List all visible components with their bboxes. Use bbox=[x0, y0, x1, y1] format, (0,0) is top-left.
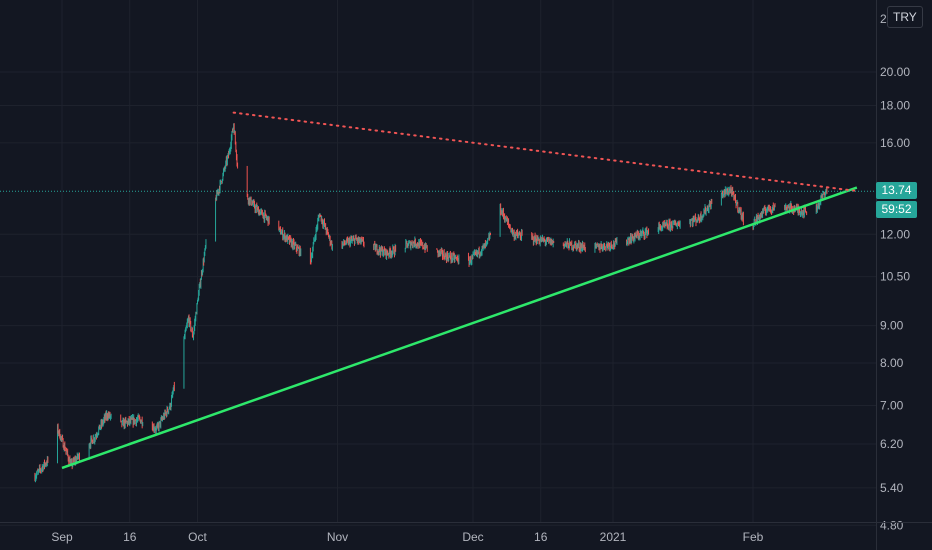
y-tick-label: 8.00 bbox=[880, 356, 904, 370]
y-tick-label: 5.40 bbox=[880, 481, 904, 495]
x-tick-label: Feb bbox=[743, 530, 764, 544]
support-trendline bbox=[61, 186, 858, 470]
x-tick-label: 16 bbox=[123, 530, 137, 544]
y-tick-label-partial: 2 bbox=[880, 12, 887, 26]
y-tick-label: 12.00 bbox=[880, 227, 910, 241]
y-tick-label: 6.20 bbox=[880, 437, 904, 451]
x-tick-label: 16 bbox=[534, 530, 548, 544]
y-tick-label: 10.50 bbox=[880, 270, 910, 284]
x-tick-label: Sep bbox=[51, 530, 73, 544]
candles bbox=[34, 123, 828, 483]
y-tick-label: 18.00 bbox=[880, 98, 910, 112]
y-tick-label: 20.00 bbox=[880, 65, 910, 79]
x-tick-label: Dec bbox=[462, 530, 483, 544]
y-tick-label: 16.00 bbox=[880, 136, 910, 150]
last-price-label: 13.74 bbox=[876, 182, 917, 200]
y-tick-label: 4.80 bbox=[880, 518, 904, 532]
countdown-label: 59:52 bbox=[876, 201, 917, 219]
currency-badge[interactable]: TRY bbox=[887, 6, 923, 28]
trendlines bbox=[0, 111, 876, 470]
x-tick-label: 2021 bbox=[600, 530, 627, 544]
resistance-trendline bbox=[232, 111, 858, 193]
y-tick-label: 7.00 bbox=[880, 398, 904, 412]
y-tick-label: 9.00 bbox=[880, 319, 904, 333]
x-tick-label: Nov bbox=[327, 530, 348, 544]
chart-grid bbox=[0, 0, 876, 526]
x-tick-label: Oct bbox=[188, 530, 207, 544]
